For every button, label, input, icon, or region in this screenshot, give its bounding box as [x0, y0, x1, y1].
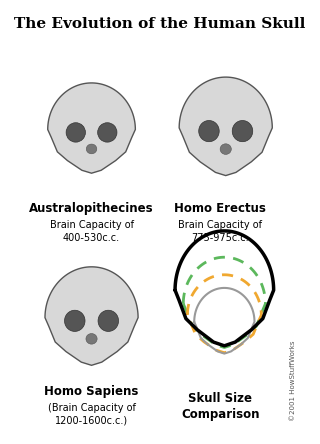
Text: Brain Capacity of: Brain Capacity of	[178, 219, 262, 230]
Ellipse shape	[199, 120, 219, 142]
Ellipse shape	[220, 144, 231, 155]
Ellipse shape	[65, 310, 85, 331]
Text: (Brain Capacity of: (Brain Capacity of	[48, 403, 135, 412]
Ellipse shape	[86, 333, 97, 344]
Ellipse shape	[86, 144, 97, 154]
Text: 400-530c.c.: 400-530c.c.	[63, 233, 120, 243]
Polygon shape	[48, 83, 135, 173]
Ellipse shape	[98, 310, 118, 331]
Text: 1200-1600c.c.): 1200-1600c.c.)	[55, 416, 128, 426]
Text: ©2001 HowStuffWorks: ©2001 HowStuffWorks	[290, 340, 296, 420]
Text: Homo Sapiens: Homo Sapiens	[44, 385, 139, 398]
Text: 775-975c.c.: 775-975c.c.	[191, 233, 249, 243]
Ellipse shape	[98, 123, 117, 142]
Text: The Evolution of the Human Skull: The Evolution of the Human Skull	[14, 17, 306, 31]
Polygon shape	[179, 77, 272, 175]
Ellipse shape	[232, 120, 253, 142]
Ellipse shape	[66, 123, 85, 142]
Text: Brain Capacity of: Brain Capacity of	[50, 219, 133, 230]
Text: Skull Size: Skull Size	[188, 392, 252, 405]
Text: Comparison: Comparison	[181, 408, 260, 421]
Polygon shape	[45, 267, 138, 365]
Text: Homo Erectus: Homo Erectus	[174, 202, 266, 215]
Text: Australopithecines: Australopithecines	[29, 202, 154, 215]
